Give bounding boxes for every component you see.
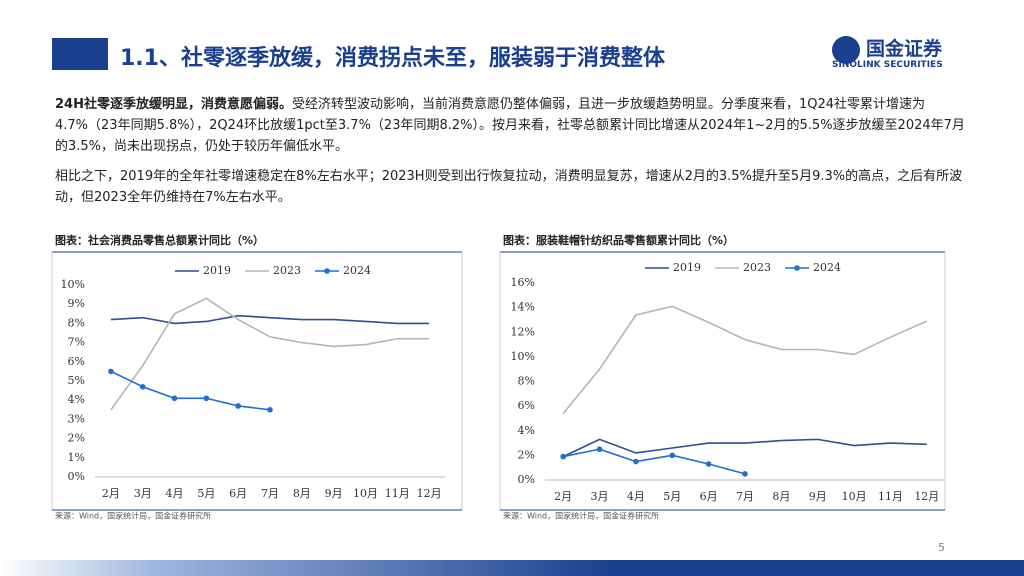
y-tick-label: 10% (61, 278, 85, 291)
legend-marker (794, 265, 800, 271)
y-tick-label: 1% (68, 451, 85, 464)
legend-marker (324, 268, 330, 274)
paragraph-lead: 24H社零逐季放缓明显，消费意愿偏弱。 (55, 97, 292, 112)
y-tick-label: 14% (511, 301, 535, 314)
y-tick-label: 9% (68, 297, 85, 310)
point (705, 461, 712, 467)
point (596, 446, 603, 453)
y-tick-label: 16% (511, 276, 535, 289)
point (203, 395, 210, 402)
chart-title: 图表：服装鞋帽针纺织品零售额累计同比（%） (503, 233, 734, 247)
logo-en: SINOLINK SECURITIES (832, 60, 943, 70)
x-tick-label: 5月 (197, 487, 215, 500)
y-tick-label: 3% (68, 412, 85, 425)
y-tick-label: 6% (518, 399, 535, 412)
y-tick-label: 7% (68, 336, 85, 349)
paragraph: 24H社零逐季放缓明显，消费意愿偏弱。受经济转型波动影响，当前消费意愿仍整体偏弱… (55, 94, 970, 157)
x-tick-label: 11月 (878, 490, 903, 503)
series-line (110, 370, 271, 411)
x-tick-label: 8月 (772, 490, 790, 503)
y-tick-label: 8% (68, 316, 85, 329)
x-tick-label: 8月 (293, 487, 311, 500)
series-line (110, 314, 430, 325)
point (560, 453, 566, 460)
legend-label: 2019 (673, 261, 701, 274)
chart-source: 来源：Wind，国家统计局，国金证券研究所 (55, 511, 211, 521)
point (108, 368, 114, 375)
x-tick-label: 10月 (842, 490, 867, 503)
x-tick-label: 4月 (627, 490, 645, 503)
legend-label: 2024 (343, 264, 371, 277)
series-line (562, 305, 928, 415)
slide-title: 1.1、社零逐季放缓，消费拐点未至，服装弱于消费整体 (120, 46, 665, 71)
x-tick-label: 9月 (809, 490, 827, 503)
point (139, 383, 146, 390)
legend-label: 2024 (813, 261, 841, 274)
y-tick-label: 4% (68, 393, 85, 406)
point (742, 471, 748, 477)
y-tick-label: 4% (518, 424, 535, 437)
point (171, 395, 178, 402)
logo-icon (832, 36, 860, 64)
paragraph-text: 受经济转型波动影响，当前消费意愿仍整体偏弱，且进一步放缓趋势明显。分季度来看，1… (55, 97, 965, 154)
x-tick-label: 3月 (134, 487, 152, 500)
series-line (563, 448, 746, 475)
legend-label: 2019 (203, 264, 231, 277)
page-number: 5 (938, 541, 945, 554)
y-tick-label: 10% (511, 350, 535, 363)
x-tick-label: 6月 (229, 487, 247, 500)
x-tick-label: 6月 (700, 490, 718, 503)
y-tick-label: 0% (518, 473, 535, 486)
x-tick-label: 10月 (353, 487, 378, 500)
x-tick-label: 7月 (261, 487, 279, 500)
chart-title: 图表：社会消费品零售总额累计同比（%） (55, 233, 264, 247)
header-block (52, 38, 108, 70)
y-tick-label: 0% (68, 470, 85, 483)
footer-bar (0, 560, 1024, 576)
y-tick-label: 2% (518, 448, 535, 461)
y-tick-label: 2% (68, 432, 85, 445)
y-tick-label: 12% (511, 325, 535, 338)
paragraph: 相比之下，2019年的全年社零增速稳定在8%左右水平；2023H则受到出行恢复拉… (55, 166, 970, 208)
y-tick-label: 5% (68, 374, 85, 387)
x-tick-label: 3月 (591, 490, 609, 503)
point (633, 458, 639, 465)
x-tick-label: 9月 (325, 487, 343, 500)
x-tick-label: 4月 (166, 487, 184, 500)
x-tick-label: 5月 (663, 490, 681, 503)
x-tick-label: 12月 (914, 490, 939, 503)
x-tick-label: 7月 (736, 490, 754, 503)
y-tick-label: 6% (68, 355, 85, 368)
point (267, 407, 273, 413)
paragraph-text: 相比之下，2019年的全年社零增速稳定在8%左右水平；2023H则受到出行恢复拉… (55, 169, 963, 205)
x-tick-label: 11月 (385, 487, 410, 500)
point (669, 452, 676, 459)
legend-label: 2023 (273, 264, 301, 277)
logo-cn: 国金证券 (866, 38, 943, 60)
x-tick-label: 2月 (554, 490, 572, 503)
series-line (562, 438, 927, 458)
point (235, 403, 241, 409)
y-tick-label: 8% (518, 375, 535, 388)
series-line (110, 297, 430, 411)
legend-label: 2023 (743, 261, 771, 274)
x-tick-label: 12月 (417, 487, 442, 500)
x-tick-label: 2月 (102, 487, 120, 500)
chart-source: 来源：Wind，国家统计局，国金证券研究所 (503, 511, 659, 521)
